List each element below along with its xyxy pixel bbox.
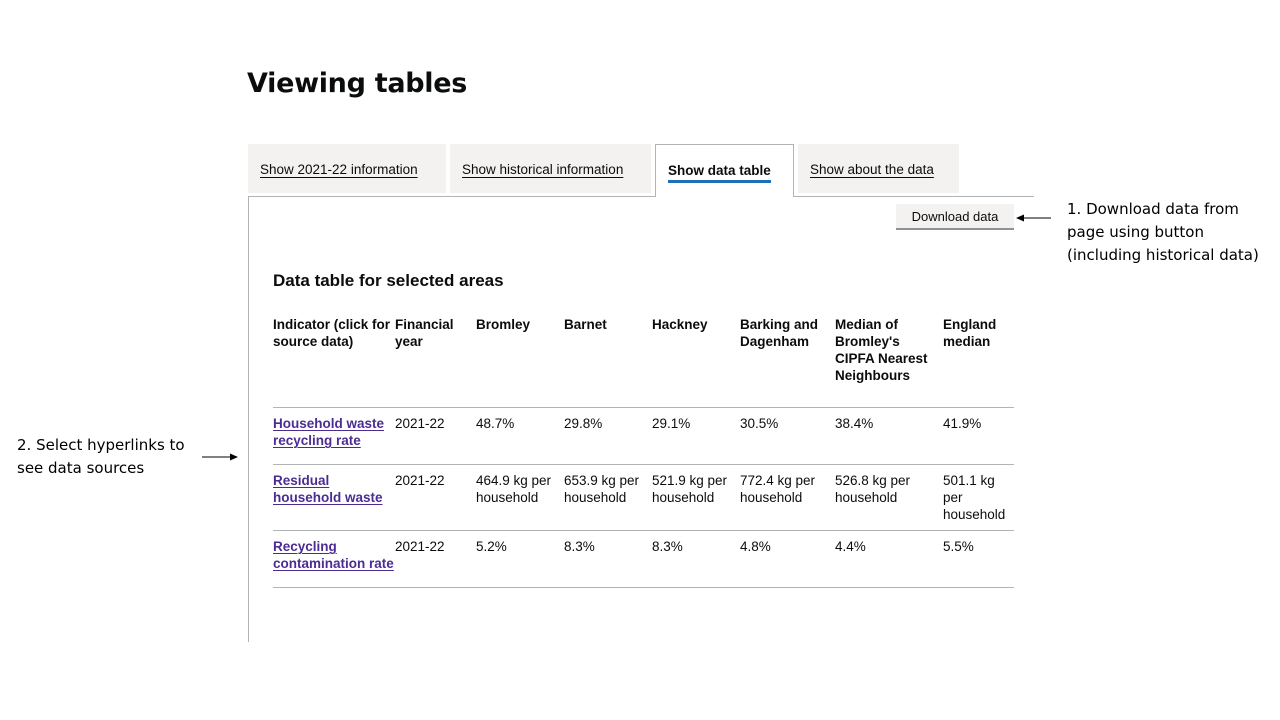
tab-bar: Show 2021-22 information Show historical…	[248, 144, 963, 197]
value-cell: 8.3%	[564, 530, 652, 588]
table-header-row: Indicator (click for source data) Financ…	[273, 316, 1014, 408]
value-cell: 29.8%	[564, 407, 652, 465]
arrow-right-icon	[202, 453, 238, 461]
value-cell: 653.9 kg per household	[564, 464, 652, 531]
table-row: Recycling contamination rate 2021-22 5.2…	[273, 530, 1014, 588]
value-cell: 29.1%	[652, 407, 740, 465]
value-cell: 41.9%	[943, 407, 1014, 465]
tab-label: Show data table	[668, 163, 771, 183]
tab-panel	[248, 196, 1034, 642]
column-header: Indicator (click for source data)	[273, 316, 395, 408]
value-cell: 5.2%	[476, 530, 564, 588]
tab-historical-information[interactable]: Show historical information	[450, 144, 651, 193]
tab-label: Show 2021-22 information	[260, 162, 418, 177]
column-header: Bromley	[476, 316, 564, 408]
tab-about-the-data[interactable]: Show about the data	[798, 144, 959, 193]
value-cell: 8.3%	[652, 530, 740, 588]
year-cell: 2021-22	[395, 464, 476, 531]
column-header: Hackney	[652, 316, 740, 408]
value-cell: 4.8%	[740, 530, 835, 588]
annotation-download: 1. Download data from page using button …	[1067, 200, 1259, 264]
value-cell: 38.4%	[835, 407, 943, 465]
tab-label: Show historical information	[462, 162, 624, 177]
indicator-cell: Household waste recycling rate	[273, 407, 395, 465]
column-header: Barnet	[564, 316, 652, 408]
value-cell: 526.8 kg per household	[835, 464, 943, 531]
value-cell: 521.9 kg per household	[652, 464, 740, 531]
table-row: Residual household waste 2021-22 464.9 k…	[273, 464, 1014, 531]
value-cell: 772.4 kg per household	[740, 464, 835, 531]
value-cell: 48.7%	[476, 407, 564, 465]
column-header: Barking and Dagenham	[740, 316, 835, 408]
indicator-cell: Residual household waste	[273, 464, 395, 531]
value-cell: 30.5%	[740, 407, 835, 465]
column-header: Financial year	[395, 316, 476, 408]
value-cell: 5.5%	[943, 530, 1014, 588]
tab-2021-22-information[interactable]: Show 2021-22 information	[248, 144, 446, 193]
indicator-link[interactable]: Household waste recycling rate	[273, 416, 385, 448]
indicator-link[interactable]: Recycling contamination rate	[273, 539, 394, 571]
data-table: Indicator (click for source data) Financ…	[273, 316, 1014, 588]
slide-title: Viewing tables	[247, 68, 468, 99]
year-cell: 2021-22	[395, 407, 476, 465]
value-cell: 464.9 kg per household	[476, 464, 564, 531]
tab-label: Show about the data	[810, 162, 934, 177]
column-header: England median	[943, 316, 1014, 408]
value-cell: 4.4%	[835, 530, 943, 588]
value-cell: 501.1 kg per household	[943, 464, 1014, 531]
column-header: Median of Bromley's CIPFA Nearest Neighb…	[835, 316, 943, 408]
year-cell: 2021-22	[395, 530, 476, 588]
arrow-left-icon	[1016, 214, 1051, 222]
table-row: Household waste recycling rate 2021-22 4…	[273, 407, 1014, 465]
indicator-link[interactable]: Residual household waste	[273, 473, 383, 505]
table-title: Data table for selected areas	[273, 271, 504, 290]
annotation-hyperlinks: 2. Select hyperlinks to see data sources	[17, 436, 185, 477]
download-data-button[interactable]: Download data	[896, 204, 1014, 230]
tab-data-table[interactable]: Show data table	[655, 144, 794, 197]
indicator-cell: Recycling contamination rate	[273, 530, 395, 588]
